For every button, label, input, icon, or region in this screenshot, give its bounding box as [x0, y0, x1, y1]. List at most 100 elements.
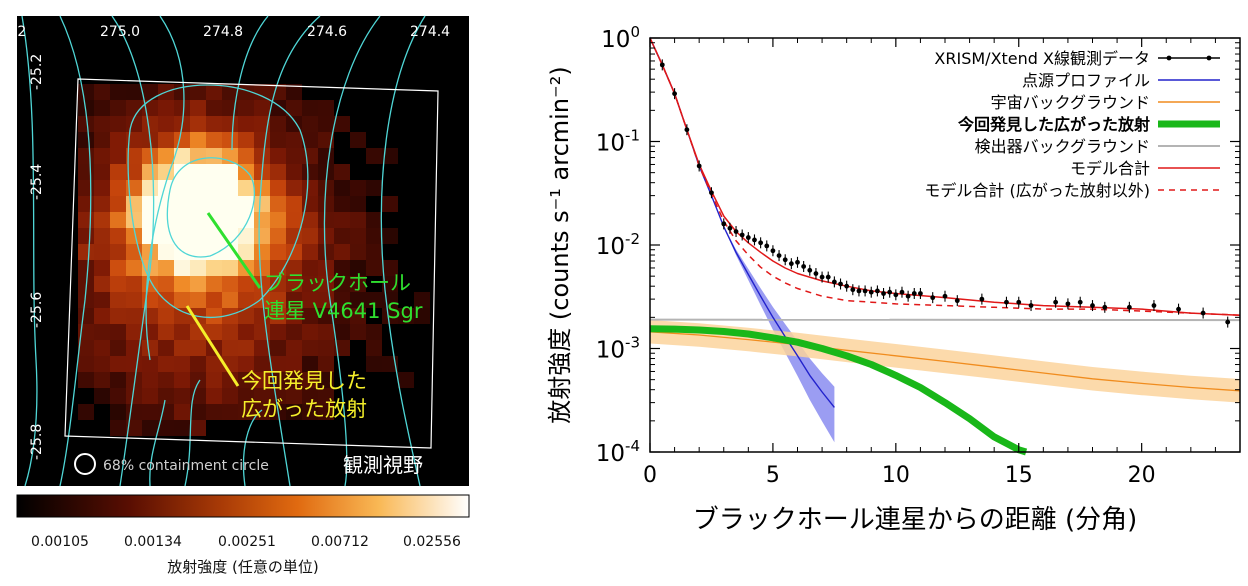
xray-pixel — [126, 132, 142, 148]
xray-pixel — [78, 340, 94, 356]
xray-pixel — [158, 388, 174, 404]
data-point — [1151, 300, 1157, 312]
data-point — [782, 254, 788, 266]
contour-line — [242, 409, 263, 487]
xray-pixel — [142, 340, 158, 356]
xray-pixel — [190, 148, 206, 164]
xray-pixel — [126, 228, 142, 244]
xray-pixel — [254, 276, 270, 292]
xray-pixel — [78, 404, 94, 420]
xray-pixel — [110, 84, 126, 100]
xray-pixel — [94, 148, 110, 164]
data-point-marker — [1077, 299, 1083, 305]
xray-pixel — [270, 132, 286, 148]
xray-pixel — [190, 404, 206, 420]
x-tick-label-2: 10 — [882, 463, 910, 488]
xray-pixel — [142, 356, 158, 372]
xray-pixel — [318, 388, 334, 404]
xray-pixel — [302, 100, 318, 116]
xray-pixel — [238, 404, 254, 420]
xray-pixel — [318, 276, 334, 292]
data-point-marker — [874, 288, 880, 294]
xray-pixel — [142, 196, 158, 212]
xray-pixel — [94, 340, 110, 356]
xray-pixel — [126, 212, 142, 228]
xray-pixel — [254, 292, 270, 308]
data-point-marker — [1016, 299, 1022, 305]
xray-pixel — [334, 212, 350, 228]
xray-pixel — [94, 260, 110, 276]
data-point-marker — [838, 281, 843, 287]
xray-pixel — [238, 372, 254, 388]
xray-pixel — [110, 340, 126, 356]
ra-tick-0: 5.2 — [4, 24, 26, 40]
xray-pixel — [94, 356, 110, 372]
xray-pixel — [158, 164, 174, 180]
xray-pixel — [238, 228, 254, 244]
xray-pixel — [190, 420, 206, 436]
xray-pixel — [206, 388, 222, 404]
xray-pixel — [254, 308, 270, 324]
xray-pixel — [78, 244, 94, 260]
xray-pixel — [302, 244, 318, 260]
diffuse-label-line1: 今回発見した — [241, 369, 367, 393]
xray-pixel — [350, 292, 366, 308]
data-point-marker — [672, 91, 677, 97]
data-point-marker — [659, 62, 665, 68]
xray-pixel — [190, 276, 206, 292]
xray-pixel — [270, 164, 286, 180]
x-axis-label: ブラックホール連星からの距離 (分角) — [693, 505, 1138, 535]
xray-pixel — [126, 420, 142, 436]
xray-pixel — [190, 356, 206, 372]
model-lines — [649, 37, 1241, 456]
xray-pixel — [270, 148, 286, 164]
xray-pixel — [222, 292, 238, 308]
xray-pixel — [206, 292, 222, 308]
xray-pixel — [206, 84, 222, 100]
xray-pixel — [254, 228, 270, 244]
xray-pixel — [350, 244, 366, 260]
xray-pixel — [126, 324, 142, 340]
data-point — [825, 271, 831, 283]
data-point-marker — [1176, 306, 1181, 312]
xray-pixel — [142, 372, 158, 388]
xray-pixel — [238, 196, 254, 212]
xray-pixel — [238, 244, 254, 260]
data-point-marker — [887, 289, 893, 295]
xray-pixel — [270, 228, 286, 244]
data-point-marker — [893, 292, 899, 298]
series-line-3 — [649, 325, 1028, 456]
xray-pixel — [110, 132, 126, 148]
data-point — [727, 222, 733, 234]
xray-pixel — [286, 340, 302, 356]
data-point-marker — [795, 259, 800, 265]
data-point-marker — [1200, 310, 1206, 316]
dec-tick-1: -25.4 — [29, 164, 45, 200]
xray-pixel — [270, 180, 286, 196]
diffuse-label-line2: 広がった放射 — [241, 397, 367, 421]
legend: XRISM/Xtend X線観測データ点源プロファイル宇宙バックグラウンド今回発… — [924, 49, 1220, 200]
xray-pixel — [158, 420, 174, 436]
xray-pixel — [286, 148, 302, 164]
series-line-4 — [649, 37, 1241, 316]
data-point — [918, 287, 923, 299]
data-point — [788, 258, 794, 270]
xray-pixel — [78, 356, 94, 372]
xray-pixel — [366, 292, 382, 308]
xray-pixel — [174, 324, 190, 340]
radial-profile-chart-panel: 0 5 10 15 20 10-4 10-3 10-2 10-1 100 XRISM/Xtend … — [500, 0, 1248, 582]
xray-pixel — [126, 84, 142, 100]
xray-pixel — [126, 164, 142, 180]
xray-pixel — [78, 212, 94, 228]
data-point-marker — [782, 257, 788, 263]
xray-pixel — [286, 324, 302, 340]
xray-pixel — [318, 324, 334, 340]
xray-pixel — [398, 308, 414, 324]
xray-pixel — [110, 276, 126, 292]
xray-pixel — [270, 292, 286, 308]
data-point — [1200, 307, 1206, 319]
xray-pixel — [110, 196, 126, 212]
colorbar-tick-3: 0.00712 — [311, 534, 369, 550]
xray-pixel — [158, 132, 174, 148]
contour-line — [231, 15, 269, 151]
